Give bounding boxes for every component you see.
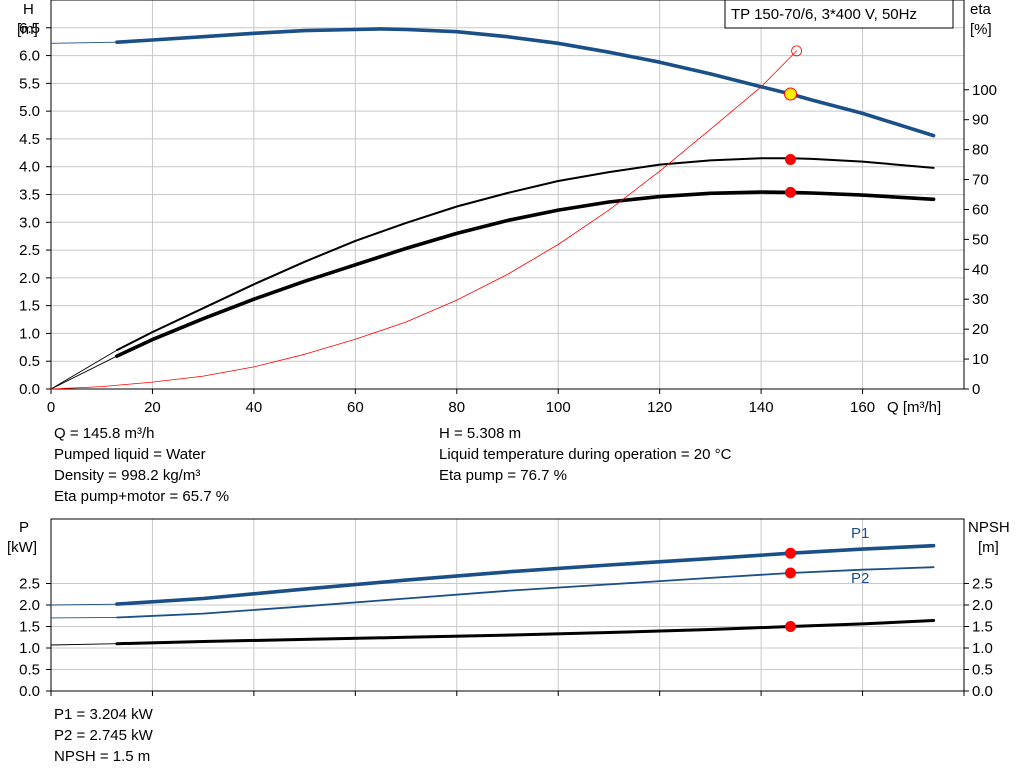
bottom-extension-line — [50, 643, 117, 646]
top-extension-line — [50, 41, 117, 44]
series-label-p1: P1 — [851, 525, 869, 542]
bottom-operating-point — [785, 547, 797, 559]
h-tick-label: 5.0 — [19, 103, 40, 120]
info-top-left: Q = 145.8 m³/h Pumped liquid = Water Den… — [54, 423, 229, 507]
eta-axis-unit: [%] — [970, 21, 992, 38]
info-p2: P2 = 2.745 kW — [54, 727, 153, 744]
eta-tick-label: 20 — [972, 321, 989, 338]
h-axis-label: H — [23, 1, 34, 18]
h-tick-label: 0.0 — [19, 381, 40, 398]
bottom-series-P2 — [116, 566, 935, 619]
p-axis-unit: [kW] — [7, 539, 37, 556]
h-tick-label: 6.5 — [19, 20, 40, 37]
info-temperature: Liquid temperature during operation = 20… — [439, 446, 732, 463]
bottom-extension-line — [50, 603, 117, 606]
eta-tick-label: 100 — [972, 82, 997, 99]
pump-label-box — [724, 0, 954, 29]
p-axis-label: P — [19, 519, 29, 536]
top-operating-point — [785, 186, 797, 198]
p-tick-label: 0.5 — [19, 662, 40, 679]
npsh-axis-label: NPSH — [968, 519, 1010, 536]
h-tick-label: 0.5 — [19, 353, 40, 370]
info-head: H = 5.308 m — [439, 425, 522, 442]
eta-tick-label: 0 — [972, 381, 980, 398]
p-tick-label: 2.5 — [19, 576, 40, 593]
q-tick-label: 140 — [749, 399, 774, 416]
q-tick-label: 80 — [448, 399, 465, 416]
eta-tick-label: 40 — [972, 261, 989, 278]
top-series-eta_op — [50, 50, 797, 390]
npsh-tick-label: 0.0 — [972, 683, 993, 700]
series-label-p2: P2 — [851, 570, 869, 587]
info-density: Density = 998.2 kg/m³ — [54, 467, 201, 484]
top-extension-line — [50, 349, 118, 390]
power-npsh-chart: 0.0 0.5 1.0 1.5 2.0 2.5 0.0 0.5 1.0 1.5 2.0 2.5 P [kW… — [7, 518, 1010, 700]
npsh-tick-label: 0.5 — [972, 662, 993, 679]
pump-label: TP 150-70/6, 3*400 V, 50Hz — [731, 6, 917, 23]
top-operating-point — [784, 87, 798, 101]
h-tick-label: 5.5 — [19, 75, 40, 92]
eta-curve-end-marker — [791, 45, 803, 57]
q-tick-label: 20 — [144, 399, 161, 416]
h-tick-label: 3.5 — [19, 187, 40, 204]
q-axis-label: Q [m³/h] — [887, 399, 941, 416]
eta-tick-label: 30 — [972, 291, 989, 308]
npsh-tick-label: 1.0 — [972, 640, 993, 657]
info-eta-pump: Eta pump = 76.7 % — [439, 467, 567, 484]
h-tick-label: 2.0 — [19, 270, 40, 287]
eta-tick-label: 70 — [972, 172, 989, 189]
top-series-H — [115, 27, 936, 138]
info-bottom: P1 = 3.204 kW P2 = 2.745 kW NPSH = 1.5 m — [54, 704, 153, 767]
top-series-eta_pump — [115, 157, 935, 352]
top-extension-line — [50, 355, 118, 390]
info-flow: Q = 145.8 m³/h — [54, 425, 155, 442]
eta-tick-label: 50 — [972, 231, 989, 248]
npsh-tick-label: 2.0 — [972, 597, 993, 614]
npsh-tick-label: 1.5 — [972, 619, 993, 636]
bottom-series-P1 — [115, 543, 936, 606]
bottom-operating-point — [785, 567, 797, 579]
h-tick-label: 4.5 — [19, 131, 40, 148]
h-tick-label: 2.5 — [19, 242, 40, 259]
h-axis-unit: [m] — [17, 21, 38, 38]
info-liquid: Pumped liquid = Water — [54, 446, 206, 463]
h-tick-label: 3.0 — [19, 214, 40, 231]
bottom-series-NPSH — [115, 619, 936, 646]
p-tick-label: 2.0 — [19, 597, 40, 614]
info-top-right: H = 5.308 m Liquid temperature during op… — [439, 423, 731, 486]
eta-tick-label: 90 — [972, 112, 989, 129]
q-tick-label: 160 — [850, 399, 875, 416]
q-tick-label: 40 — [246, 399, 263, 416]
p-tick-label: 0.0 — [19, 683, 40, 700]
info-npsh: NPSH = 1.5 m — [54, 748, 151, 765]
bottom-operating-point — [785, 621, 797, 632]
npsh-axis-unit: [m] — [978, 539, 999, 556]
info-p1: P1 = 3.204 kW — [54, 706, 153, 723]
info-eta-total: Eta pump+motor = 65.7 % — [54, 488, 230, 505]
eta-axis-label: eta — [970, 1, 992, 18]
q-tick-label: 0 — [47, 399, 55, 416]
h-tick-label: 4.0 — [19, 159, 40, 176]
head-efficiency-chart: 0.0 0.5 1.0 1.5 2.0 2.5 3.0 3.5 4.0 4.5 5.0 5.5 6.0 6… — [17, 0, 997, 416]
h-tick-label: 1.0 — [19, 325, 40, 342]
top-series-eta_total — [115, 190, 936, 358]
eta-tick-label: 10 — [972, 351, 989, 368]
p-tick-label: 1.0 — [19, 640, 40, 657]
eta-tick-label: 60 — [972, 201, 989, 218]
h-tick-label: 1.5 — [19, 298, 40, 315]
p-tick-label: 1.5 — [19, 619, 40, 636]
q-tick-label: 120 — [647, 399, 672, 416]
npsh-tick-label: 2.5 — [972, 576, 993, 593]
eta-tick-label: 80 — [972, 142, 989, 159]
h-tick-label: 6.0 — [19, 48, 40, 65]
q-tick-label: 100 — [546, 399, 571, 416]
top-operating-point — [785, 153, 797, 165]
q-tick-label: 60 — [347, 399, 364, 416]
